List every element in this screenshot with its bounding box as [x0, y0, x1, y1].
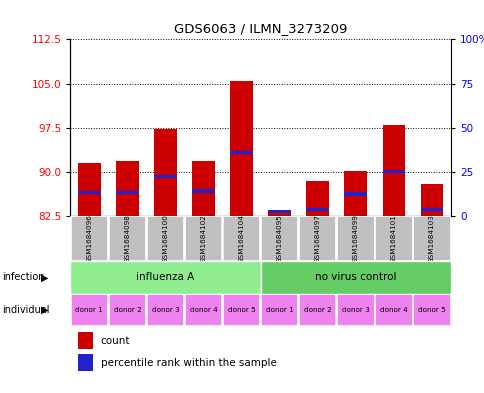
Text: donor 5: donor 5 [417, 307, 445, 313]
Bar [375, 294, 412, 326]
Bar [306, 181, 329, 216]
Bar [78, 332, 93, 349]
Text: GSM1684100: GSM1684100 [162, 214, 168, 263]
Text: ▶: ▶ [41, 305, 48, 315]
Bar [344, 192, 366, 195]
Bar [78, 163, 101, 216]
Text: GSM1684104: GSM1684104 [238, 214, 244, 263]
Bar [268, 212, 290, 216]
Text: infection: infection [2, 272, 45, 283]
Text: donor 5: donor 5 [227, 307, 255, 313]
Bar [108, 294, 146, 326]
Bar [375, 216, 412, 261]
Bar [344, 171, 366, 216]
Text: no virus control: no virus control [315, 272, 396, 283]
Title: GDS6063 / ILMN_3273209: GDS6063 / ILMN_3273209 [174, 22, 347, 35]
Bar [336, 216, 374, 261]
Text: donor 1: donor 1 [265, 307, 293, 313]
Bar [184, 294, 222, 326]
Bar [223, 216, 260, 261]
Text: GSM1684101: GSM1684101 [390, 214, 396, 263]
Bar [192, 161, 214, 216]
Bar [154, 174, 177, 178]
Bar [184, 216, 222, 261]
Bar [78, 354, 93, 371]
Bar [260, 294, 298, 326]
Bar [78, 191, 101, 194]
Bar [412, 216, 450, 261]
Text: GSM1684102: GSM1684102 [200, 214, 206, 263]
Bar [154, 129, 177, 216]
Bar [147, 294, 184, 326]
Bar [230, 151, 253, 154]
Bar [382, 125, 405, 216]
Text: GSM1684103: GSM1684103 [428, 214, 434, 263]
Bar [147, 216, 184, 261]
Bar [299, 216, 336, 261]
Text: GSM1684096: GSM1684096 [86, 214, 92, 263]
Text: ▶: ▶ [41, 272, 48, 283]
Bar [260, 261, 450, 294]
Bar [260, 216, 298, 261]
Text: percentile rank within the sample: percentile rank within the sample [101, 358, 276, 367]
Bar [306, 208, 329, 211]
Bar [299, 294, 336, 326]
Text: donor 4: donor 4 [189, 307, 217, 313]
Bar [268, 210, 290, 213]
Bar [116, 191, 138, 194]
Bar [412, 294, 450, 326]
Text: GSM1684095: GSM1684095 [276, 214, 282, 263]
Bar [420, 184, 442, 216]
Text: GSM1684099: GSM1684099 [352, 214, 358, 263]
Bar [230, 81, 253, 216]
Bar [71, 294, 108, 326]
Text: donor 4: donor 4 [379, 307, 407, 313]
Bar [336, 294, 374, 326]
Bar [71, 216, 108, 261]
Bar [382, 170, 405, 173]
Bar [420, 208, 442, 211]
Text: donor 3: donor 3 [151, 307, 179, 313]
Text: donor 1: donor 1 [76, 307, 103, 313]
Text: count: count [101, 336, 130, 345]
Text: donor 2: donor 2 [113, 307, 141, 313]
Text: GSM1684097: GSM1684097 [314, 214, 320, 263]
Bar [70, 261, 260, 294]
Bar [223, 294, 260, 326]
Bar [192, 189, 214, 193]
Text: influenza A: influenza A [136, 272, 194, 283]
Bar [116, 161, 138, 216]
Text: donor 2: donor 2 [303, 307, 331, 313]
Text: GSM1684098: GSM1684098 [124, 214, 130, 263]
Text: donor 3: donor 3 [341, 307, 369, 313]
Bar [108, 216, 146, 261]
Text: individual: individual [2, 305, 50, 315]
